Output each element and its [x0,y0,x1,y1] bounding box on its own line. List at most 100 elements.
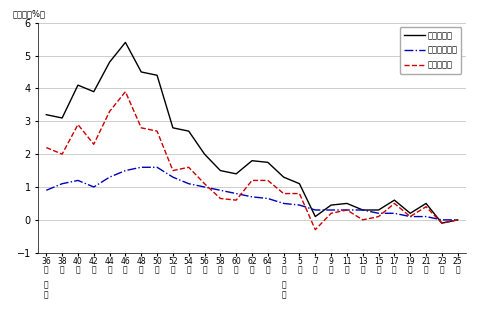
・自然増減率 [265,197,271,201]
人口増減率 [408,211,413,215]
社会増減率 [43,145,49,149]
・自然増減率 [455,218,461,222]
・自然増減率 [360,208,366,212]
Text: 年: 年 [108,266,112,275]
人口増減率 [344,202,350,205]
Text: 年: 年 [456,266,460,275]
Text: （単位：%）: （単位：%） [13,9,46,18]
人口増減率 [170,126,176,130]
社会増減率 [344,208,350,212]
Text: 平
成: 平 成 [281,280,286,300]
Text: 年: 年 [313,266,318,275]
人口増減率 [107,60,112,64]
・自然増減率 [408,214,413,218]
・自然増減率 [233,191,239,195]
人口増減率 [217,168,223,172]
社会増減率 [328,211,334,215]
Text: 年: 年 [408,266,412,275]
社会増減率 [138,126,144,130]
Text: 年: 年 [92,266,96,275]
人口増減率 [360,208,366,212]
社会増減率 [423,205,429,209]
Text: 年: 年 [424,266,428,275]
人口増減率 [281,175,287,179]
・自然増減率 [423,214,429,218]
社会増減率 [59,152,65,156]
・自然増減率 [75,179,81,182]
・自然増減率 [392,211,397,215]
Text: 年: 年 [265,266,270,275]
・自然増減率 [170,175,176,179]
・自然増減率 [154,165,160,169]
・自然増減率 [59,182,65,186]
社会増減率 [186,165,192,169]
Line: ・自然増減率: ・自然増減率 [46,167,458,220]
人口増減率 [392,198,397,202]
社会増減率 [408,214,413,218]
Text: 年: 年 [440,266,444,275]
社会増減率 [233,198,239,202]
人口増減率 [122,40,128,44]
人口増減率 [138,70,144,74]
社会増減率 [360,218,366,222]
・自然増減率 [138,165,144,169]
Text: 年: 年 [60,266,64,275]
・自然増減率 [281,202,287,205]
社会増減率 [392,202,397,205]
Text: 年: 年 [123,266,128,275]
・自然増減率 [202,185,207,189]
Text: 年: 年 [392,266,396,275]
人口増減率 [91,90,96,94]
社会増減率 [312,228,318,232]
Text: 年: 年 [170,266,175,275]
人口増減率 [312,214,318,218]
社会増減率 [455,218,461,222]
Text: 年: 年 [202,266,207,275]
・自然増減率 [344,208,350,212]
・自然増減率 [122,168,128,172]
・自然増減率 [312,208,318,212]
人口増減率 [297,182,302,186]
・自然増減率 [43,188,49,192]
Text: 年: 年 [218,266,223,275]
・自然増減率 [376,211,382,215]
社会増減率 [75,122,81,126]
人口増減率 [455,218,461,222]
人口増減率 [154,73,160,77]
社会増減率 [122,90,128,94]
Text: 年: 年 [44,266,48,275]
人口増減率 [423,202,429,205]
・自然増減率 [249,195,255,199]
Text: 年: 年 [345,266,349,275]
Text: 年: 年 [139,266,144,275]
人口増減率 [265,160,271,164]
・自然増減率 [297,203,302,207]
Text: 年: 年 [186,266,191,275]
人口増減率 [59,116,65,120]
・自然増減率 [217,188,223,192]
Text: 年: 年 [76,266,80,275]
・自然増減率 [107,175,112,179]
Text: 年: 年 [297,266,302,275]
・自然増減率 [186,182,192,186]
人口増減率 [233,172,239,176]
社会増減率 [249,179,255,182]
社会増減率 [91,142,96,146]
人口増減率 [75,83,81,87]
Text: 年: 年 [234,266,239,275]
社会増減率 [107,110,112,113]
人口増減率 [328,203,334,207]
Text: 年: 年 [376,266,381,275]
社会増減率 [297,191,302,195]
社会増減率 [439,221,445,225]
人口増減率 [43,113,49,117]
人口増減率 [439,221,445,225]
Text: 昭
和: 昭 和 [44,280,48,300]
Legend: 人口増減率, ・自然増減率, 社会増減率: 人口増減率, ・自然増減率, 社会増減率 [400,27,461,74]
人口増減率 [249,159,255,163]
Text: 年: 年 [281,266,286,275]
社会増減率 [217,197,223,201]
・自然増減率 [328,208,334,212]
人口増減率 [376,208,382,212]
社会増減率 [376,214,382,218]
